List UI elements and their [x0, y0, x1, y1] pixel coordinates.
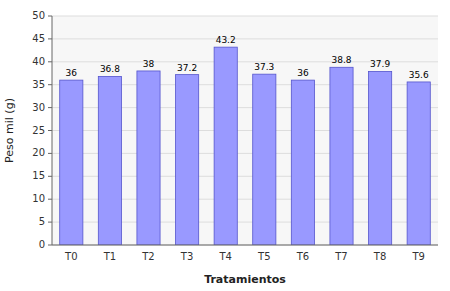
tick-label: T2 — [141, 251, 154, 262]
tick-label: 50 — [32, 10, 45, 21]
tick-mark — [48, 61, 52, 62]
y-axis-label: Peso mil (g) — [3, 98, 16, 163]
tick-label: T0 — [64, 251, 77, 262]
plot-area — [52, 16, 438, 245]
tick-label: T7 — [334, 251, 347, 262]
tick-label: 15 — [32, 170, 45, 181]
data-label: 38 — [143, 59, 155, 69]
tick-label: 40 — [32, 56, 45, 67]
bar — [176, 75, 199, 245]
tick-mark — [48, 222, 52, 223]
tick-mark — [48, 153, 52, 154]
data-label: 36 — [297, 68, 309, 78]
bar — [330, 67, 353, 245]
data-label: 37.3 — [254, 62, 274, 72]
tick-label: 10 — [32, 193, 45, 204]
bar — [291, 80, 314, 245]
data-label: 38.8 — [331, 55, 351, 65]
bar — [137, 71, 160, 245]
data-label: 35.6 — [409, 70, 429, 80]
tick-mark — [48, 176, 52, 177]
tick-label: 20 — [32, 147, 45, 158]
tick-label: T8 — [373, 251, 386, 262]
data-label: 43.2 — [216, 35, 236, 45]
tick-label: T5 — [257, 251, 270, 262]
tick-mark — [48, 245, 52, 246]
y-axis-line — [52, 16, 53, 245]
tick-label: T1 — [103, 251, 116, 262]
bar — [407, 82, 430, 245]
chart-container: 0 5 10 15 20 25 30 35 40 45 50 36 36.8 38 37.2 43.2 37.3… — [0, 0, 450, 291]
chart: 0 5 10 15 20 25 30 35 40 45 50 36 36.8 38 37.2 43.2 37.3… — [0, 0, 450, 291]
tick-mark — [48, 16, 52, 17]
bars — [60, 47, 431, 245]
x-axis-line — [52, 245, 438, 246]
tick-label: 5 — [39, 216, 45, 227]
tick-label: 0 — [39, 239, 45, 250]
bar — [214, 47, 237, 245]
grid-line — [52, 245, 438, 246]
tick-label: T3 — [180, 251, 193, 262]
data-label: 37.2 — [177, 63, 197, 73]
tick-label: T9 — [411, 251, 424, 262]
x-axis-label: Tratamientos — [204, 273, 286, 286]
bar — [60, 80, 83, 245]
tick-mark — [48, 130, 52, 131]
data-label: 36.8 — [100, 64, 120, 74]
tick-mark — [48, 84, 52, 85]
tick-label: 35 — [32, 79, 45, 90]
grid-line — [52, 38, 438, 39]
tick-label: T4 — [218, 251, 231, 262]
data-label: 36 — [66, 68, 78, 78]
bar — [369, 71, 392, 245]
grid-line — [52, 16, 438, 17]
bar — [253, 74, 276, 245]
tick-mark — [48, 199, 52, 200]
tick-label: 30 — [32, 102, 45, 113]
tick-mark — [48, 107, 52, 108]
tick-mark — [48, 38, 52, 39]
tick-label: 25 — [32, 125, 45, 136]
data-label: 37.9 — [370, 59, 390, 69]
bar — [98, 76, 121, 245]
tick-label: 45 — [32, 33, 45, 44]
tick-label: T6 — [296, 251, 309, 262]
